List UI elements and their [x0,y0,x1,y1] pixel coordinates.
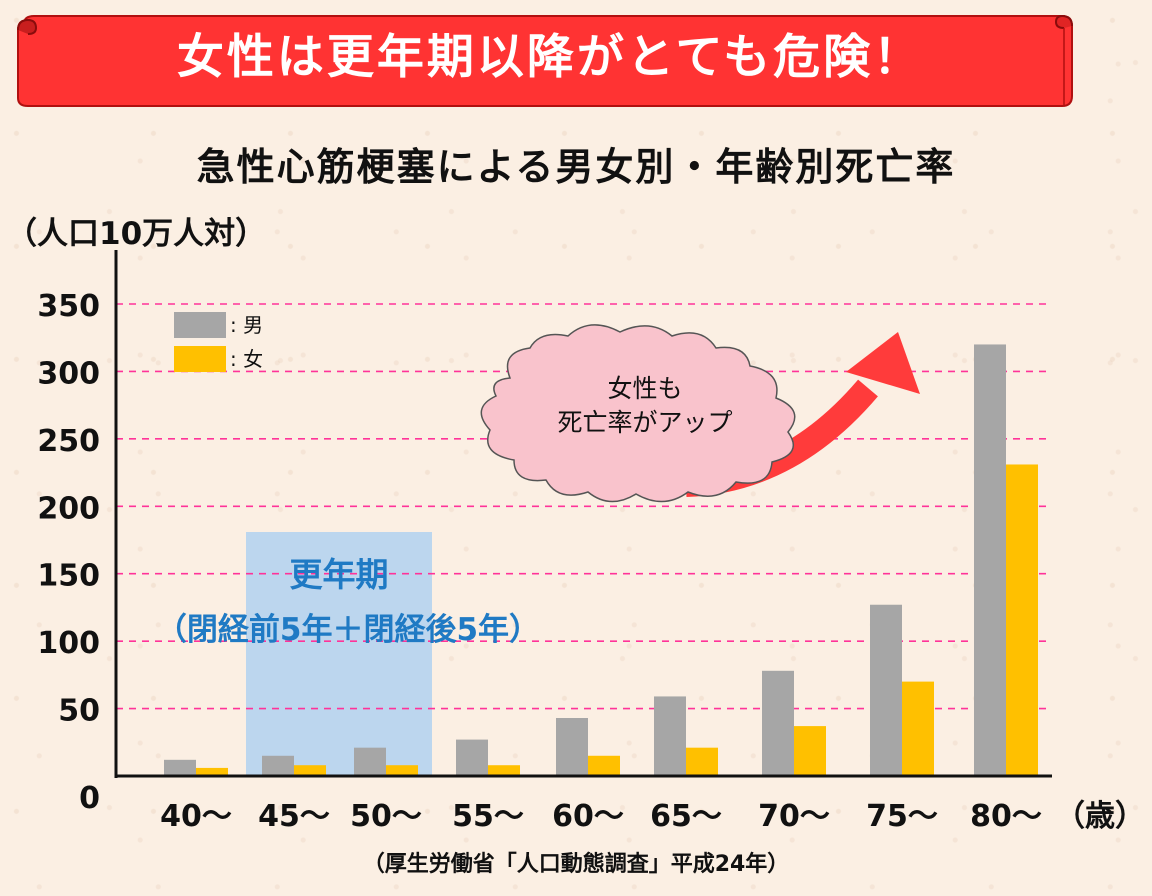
bar-female [488,765,520,776]
bar-female [1006,464,1038,776]
x-tick-label: 45〜 [258,799,330,834]
up-arrow-head-icon [846,332,920,394]
x-tick-label: 60〜 [552,799,624,834]
bar-male [762,670,794,776]
cloud-annotation-line2: 死亡率がアップ [557,408,733,437]
source-note: （厚生労働省「人口動態調査」平成24年） [362,852,790,877]
bar-female [294,765,326,776]
x-tick-label: 55〜 [452,799,524,834]
y-tick-label: 100 [37,626,100,661]
title-banner: 女性は更年期以降がとても危険！ [14,12,1076,108]
bar-male [262,755,294,776]
banner-title: 女性は更年期以降がとても危険！ [176,30,924,85]
axis-layer [114,250,1052,778]
y-tick-label: 300 [37,356,100,391]
chart-subtitle: 急性心筋梗塞による男女別・年齢別死亡率 [196,145,956,189]
bar-male [556,718,588,776]
bar-male [164,759,196,776]
y-tick-label: 350 [37,289,100,324]
bar-female [588,755,620,776]
bar-male [974,344,1006,776]
cloud-annotation-line1: 女性も [607,374,683,403]
legend-label-male: : 男 [230,313,264,337]
x-axis-unit: （歳） [1055,799,1145,834]
menopause-subtitle: （閉経前5年＋閉経後5年） [155,612,541,648]
menopause-highlight [246,532,432,776]
x-tick-label: 75〜 [866,799,938,834]
x-tick-label: 70〜 [758,799,830,834]
x-tick-label: 65〜 [650,799,722,834]
y-tick-label: 150 [37,559,100,594]
bar-male [870,604,902,776]
legend-swatch-female [174,346,226,372]
bar-layer [164,344,1038,776]
y-tick-label: 200 [37,491,100,526]
bar-female [794,726,826,776]
legend-swatch-male [174,312,226,338]
bar-male [354,747,386,776]
tick-layer: 0 50 100 150 200 250 300 350 40〜 45〜 50〜 55〜 60〜 65〜 7… [37,289,1145,834]
y-tick-label: 0 [79,781,100,816]
menopause-title: 更年期 [289,555,389,594]
legend-label-female: : 女 [230,347,264,371]
y-axis-unit: （人口10万人対） [6,216,267,252]
cloud-annotation: 女性も 死亡率がアップ [520,372,770,440]
y-tick-label: 250 [37,424,100,459]
bar-female [686,747,718,776]
cloud-shape [480,324,796,503]
x-tick-label: 80〜 [970,799,1042,834]
x-tick-label: 40〜 [160,799,232,834]
bar-male [654,696,686,776]
x-tick-label: 50〜 [350,799,422,834]
bar-female [386,765,418,776]
y-tick-label: 50 [58,694,100,729]
bar-female [902,681,934,776]
banner-scroll-shape [17,14,1073,107]
bar-male [456,739,488,776]
bar-female [196,767,228,776]
